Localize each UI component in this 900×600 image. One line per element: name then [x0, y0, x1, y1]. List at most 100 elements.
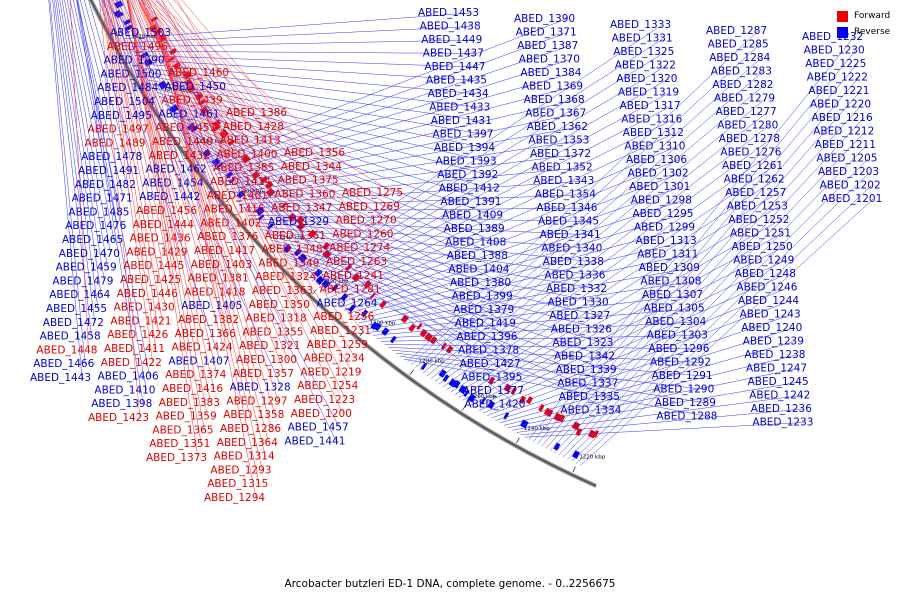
leader-line — [268, 236, 600, 303]
gene-label: ABED_1466 — [33, 358, 94, 370]
gene-label: ABED_1439 — [162, 95, 223, 107]
leader-line — [109, 0, 173, 281]
gene-label: ABED_1360 — [274, 188, 335, 200]
gene-label: ABED_1454 — [142, 177, 203, 189]
gene-label: ABED_1305 — [644, 303, 705, 315]
gene-label: ABED_1500 — [100, 68, 161, 80]
leader-line — [255, 222, 594, 249]
gene-label: ABED_1219 — [300, 366, 361, 378]
leader-line — [261, 229, 597, 276]
forward-gene — [265, 180, 274, 190]
leader-line — [377, 321, 698, 339]
legend-reverse: Reverse — [837, 24, 890, 40]
forward-gene — [575, 427, 583, 437]
gene-label: ABED_1270 — [336, 215, 397, 227]
gene-label: ABED_1264 — [316, 297, 377, 309]
gene-label: ABED_1280 — [717, 120, 778, 132]
reverse-gene — [480, 396, 487, 405]
leader-line — [151, 83, 488, 162]
leader-line — [347, 213, 685, 314]
reverse-gene — [115, 12, 124, 19]
forward-gene — [212, 124, 221, 132]
gene-label: ABED_1283 — [711, 66, 772, 78]
leader-line — [422, 84, 765, 374]
gene-label: ABED_1390 — [514, 13, 575, 25]
gene-label: ABED_1261 — [722, 160, 783, 172]
leader-line — [167, 108, 498, 243]
reverse-gene — [467, 393, 476, 403]
tick-mark — [516, 437, 520, 444]
forward-gene — [593, 430, 599, 438]
forward-gene — [408, 323, 417, 332]
gene-label: ABED_1269 — [339, 201, 400, 213]
gene-label: ABED_1248 — [735, 268, 796, 280]
gene-label: ABED_1278 — [719, 133, 780, 145]
leader-line — [199, 102, 344, 414]
leader-line — [133, 0, 244, 265]
leader-line — [76, 0, 147, 391]
leader-line — [116, 0, 198, 170]
leader-line — [137, 0, 202, 156]
gene-label: ABED_1427 — [460, 358, 521, 370]
leader-line — [149, 22, 289, 361]
forward-gene — [212, 119, 222, 128]
gene-label: ABED_1479 — [52, 275, 113, 287]
tick-label: 1260 kbp — [470, 394, 496, 400]
leader-line — [311, 78, 669, 282]
leader-line — [126, 26, 472, 43]
gene-label: ABED_1259 — [307, 339, 368, 351]
leader-line — [105, 0, 166, 308]
gene-label: ABED_1377 — [463, 385, 524, 397]
gene-label: ABED_1282 — [712, 79, 773, 91]
leader-line — [195, 97, 350, 387]
gene-label: ABED_1400 — [216, 148, 277, 160]
gene-label: ABED_1315 — [207, 478, 268, 490]
gene-label: ABED_1403 — [191, 259, 252, 271]
leader-line — [558, 131, 866, 456]
gene-label: ABED_1318 — [246, 313, 307, 325]
gene-label: ABED_1478 — [81, 151, 142, 163]
gene-label: ABED_1411 — [104, 343, 165, 355]
gene-label: ABED_1379 — [453, 304, 514, 316]
leader-line — [491, 314, 792, 419]
gene-label: ABED_1297 — [226, 395, 287, 407]
gene-label: ABED_1349 — [258, 257, 319, 269]
leader-line — [103, 0, 160, 336]
leader-line — [434, 125, 770, 382]
reverse-gene — [283, 244, 292, 253]
tick-mark — [572, 466, 576, 473]
leader-line — [438, 138, 771, 385]
reverse-swatch — [837, 26, 848, 38]
leader-line — [211, 59, 571, 172]
gene-label: ABED_1448 — [36, 344, 97, 356]
leader-line — [76, 0, 144, 405]
gene-label: ABED_1313 — [636, 235, 697, 247]
gene-label: ABED_1337 — [557, 378, 618, 390]
gene-label: ABED_1414 — [210, 176, 271, 188]
tick-label: 1300 kbp — [369, 320, 395, 326]
leader-line — [430, 111, 768, 379]
leader-line — [146, 16, 295, 333]
gene-label: ABED_1200 — [291, 408, 352, 420]
leader-line — [102, 0, 157, 350]
gene-label: ABED_1395 — [461, 372, 522, 384]
gene-label: ABED_1330 — [548, 297, 609, 309]
leader-line — [483, 287, 789, 414]
leader-line — [365, 281, 693, 330]
gene-label: ABED_1462 — [146, 164, 207, 176]
gene-label: ABED_1243 — [740, 309, 801, 321]
leader-line — [322, 119, 674, 292]
gene-label: ABED_1287 — [706, 25, 767, 37]
forward-gene — [510, 387, 517, 395]
gene-label: ABED_1422 — [101, 357, 162, 369]
leader-line — [532, 50, 856, 442]
leader-line — [403, 358, 709, 417]
gene-label: ABED_1249 — [733, 255, 794, 267]
tick-label: 1280 kbp — [419, 359, 445, 365]
gene-label: ABED_1386 — [226, 107, 287, 119]
gene-label: ABED_1391 — [440, 196, 501, 208]
leader-line — [182, 76, 372, 290]
gene-label: ABED_1430 — [114, 302, 175, 314]
